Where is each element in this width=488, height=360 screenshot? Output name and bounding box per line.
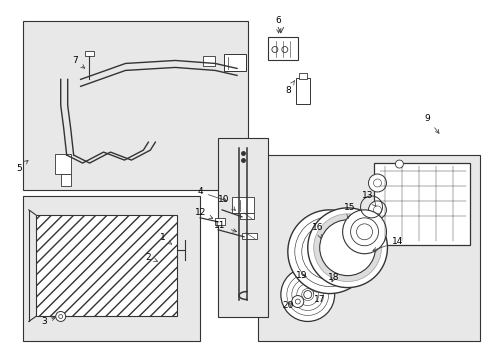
Bar bbox=[242, 233, 256, 239]
Text: 12: 12 bbox=[194, 208, 212, 219]
Text: 7: 7 bbox=[72, 56, 84, 68]
Polygon shape bbox=[23, 21, 247, 190]
Polygon shape bbox=[258, 155, 479, 341]
Circle shape bbox=[281, 46, 287, 53]
Circle shape bbox=[313, 214, 381, 282]
Text: 8: 8 bbox=[285, 81, 294, 95]
Circle shape bbox=[280, 268, 334, 321]
Text: 17: 17 bbox=[312, 290, 325, 304]
Bar bbox=[203, 57, 215, 67]
Bar bbox=[55, 154, 71, 174]
Circle shape bbox=[307, 208, 386, 288]
Circle shape bbox=[395, 160, 403, 168]
Bar bbox=[374, 163, 469, 245]
Text: 14: 14 bbox=[372, 237, 402, 251]
Text: 11: 11 bbox=[214, 221, 236, 232]
Bar bbox=[224, 54, 245, 71]
Text: 2: 2 bbox=[145, 253, 157, 262]
Circle shape bbox=[368, 174, 386, 192]
Text: 19: 19 bbox=[295, 271, 307, 280]
Bar bbox=[232, 197, 253, 213]
Text: 1: 1 bbox=[160, 233, 171, 244]
Bar bbox=[298, 73, 306, 80]
Bar bbox=[215, 218, 224, 225]
Text: 9: 9 bbox=[424, 114, 438, 133]
Circle shape bbox=[319, 220, 375, 276]
Text: 4: 4 bbox=[197, 188, 226, 201]
Polygon shape bbox=[218, 138, 267, 318]
Circle shape bbox=[304, 270, 318, 284]
Text: 20: 20 bbox=[282, 301, 293, 310]
Circle shape bbox=[303, 291, 311, 298]
Bar bbox=[36, 215, 177, 316]
Bar bbox=[267, 37, 297, 60]
Text: 16: 16 bbox=[311, 223, 323, 238]
Bar bbox=[240, 213, 253, 219]
Circle shape bbox=[342, 210, 386, 254]
Circle shape bbox=[291, 296, 303, 307]
Text: 6: 6 bbox=[274, 16, 280, 33]
Text: 5: 5 bbox=[16, 161, 28, 172]
Bar bbox=[61, 174, 71, 186]
Text: 18: 18 bbox=[327, 273, 339, 282]
Bar bbox=[295, 78, 309, 104]
Circle shape bbox=[368, 201, 386, 219]
Text: 3: 3 bbox=[41, 317, 55, 326]
Bar bbox=[84, 50, 93, 57]
Circle shape bbox=[56, 311, 65, 321]
Circle shape bbox=[271, 46, 277, 53]
Text: 15: 15 bbox=[343, 203, 355, 218]
Circle shape bbox=[325, 274, 339, 288]
Polygon shape bbox=[23, 196, 200, 341]
Circle shape bbox=[287, 210, 371, 293]
Text: 13: 13 bbox=[361, 192, 375, 206]
Text: 10: 10 bbox=[218, 195, 235, 210]
